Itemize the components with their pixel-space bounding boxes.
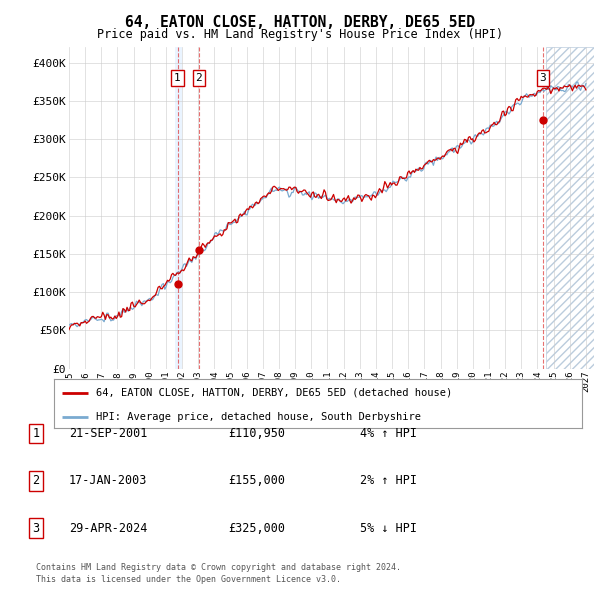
Text: Contains HM Land Registry data © Crown copyright and database right 2024.: Contains HM Land Registry data © Crown c… (36, 563, 401, 572)
Text: 21-SEP-2001: 21-SEP-2001 (69, 427, 148, 440)
Text: HPI: Average price, detached house, South Derbyshire: HPI: Average price, detached house, Sout… (96, 412, 421, 422)
Text: Price paid vs. HM Land Registry's House Price Index (HPI): Price paid vs. HM Land Registry's House … (97, 28, 503, 41)
Text: 4% ↑ HPI: 4% ↑ HPI (360, 427, 417, 440)
Bar (545, 47, 594, 369)
Text: This data is licensed under the Open Government Licence v3.0.: This data is licensed under the Open Gov… (36, 575, 341, 584)
Text: £110,950: £110,950 (228, 427, 285, 440)
Text: 2: 2 (196, 73, 202, 83)
Text: 3: 3 (539, 73, 546, 83)
Text: £325,000: £325,000 (228, 522, 285, 535)
Text: 64, EATON CLOSE, HATTON, DERBY, DE65 5ED: 64, EATON CLOSE, HATTON, DERBY, DE65 5ED (125, 15, 475, 30)
Bar (175, 47, 182, 369)
Text: 17-JAN-2003: 17-JAN-2003 (69, 474, 148, 487)
Text: 29-APR-2024: 29-APR-2024 (69, 522, 148, 535)
Text: 1: 1 (174, 73, 181, 83)
Text: £155,000: £155,000 (228, 474, 285, 487)
Text: 64, EATON CLOSE, HATTON, DERBY, DE65 5ED (detached house): 64, EATON CLOSE, HATTON, DERBY, DE65 5ED… (96, 388, 452, 398)
Text: 1: 1 (32, 427, 40, 440)
Text: 2: 2 (32, 474, 40, 487)
Text: 2% ↑ HPI: 2% ↑ HPI (360, 474, 417, 487)
Text: 5% ↓ HPI: 5% ↓ HPI (360, 522, 417, 535)
Text: 3: 3 (32, 522, 40, 535)
